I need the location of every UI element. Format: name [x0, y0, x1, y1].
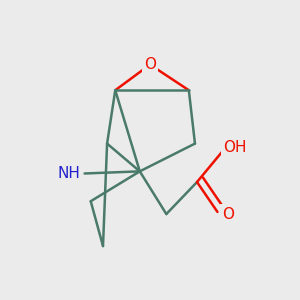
- Text: O: O: [144, 57, 156, 72]
- Text: NH: NH: [58, 166, 80, 181]
- Text: OH: OH: [223, 140, 247, 155]
- Text: O: O: [144, 57, 156, 72]
- Text: O: O: [222, 207, 234, 222]
- Text: NH: NH: [58, 166, 80, 181]
- Text: OH: OH: [223, 140, 247, 155]
- Text: O: O: [222, 207, 234, 222]
